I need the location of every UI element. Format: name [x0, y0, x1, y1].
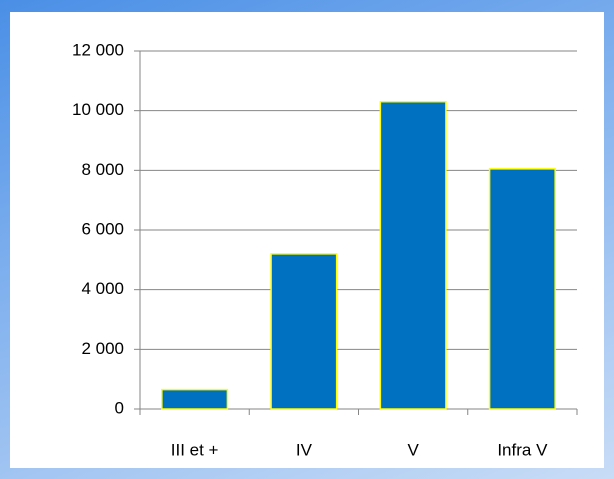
y-tick-label: 12 000: [72, 40, 124, 59]
y-tick-label: 10 000: [72, 100, 124, 119]
y-tick-label: 4 000: [81, 279, 124, 298]
y-tick-label: 6 000: [81, 219, 124, 238]
bar: [488, 168, 556, 410]
x-tick-label: III et +: [171, 440, 219, 459]
x-tick-label: V: [407, 440, 419, 459]
bar: [270, 253, 338, 410]
bar: [161, 388, 229, 410]
y-tick-label: 8 000: [81, 160, 124, 179]
x-tick-label: Infra V: [497, 440, 548, 459]
bar: [379, 100, 447, 410]
y-tick-label: 0: [115, 398, 124, 417]
x-tick-label: IV: [296, 440, 313, 459]
y-tick-label: 2 000: [81, 339, 124, 358]
